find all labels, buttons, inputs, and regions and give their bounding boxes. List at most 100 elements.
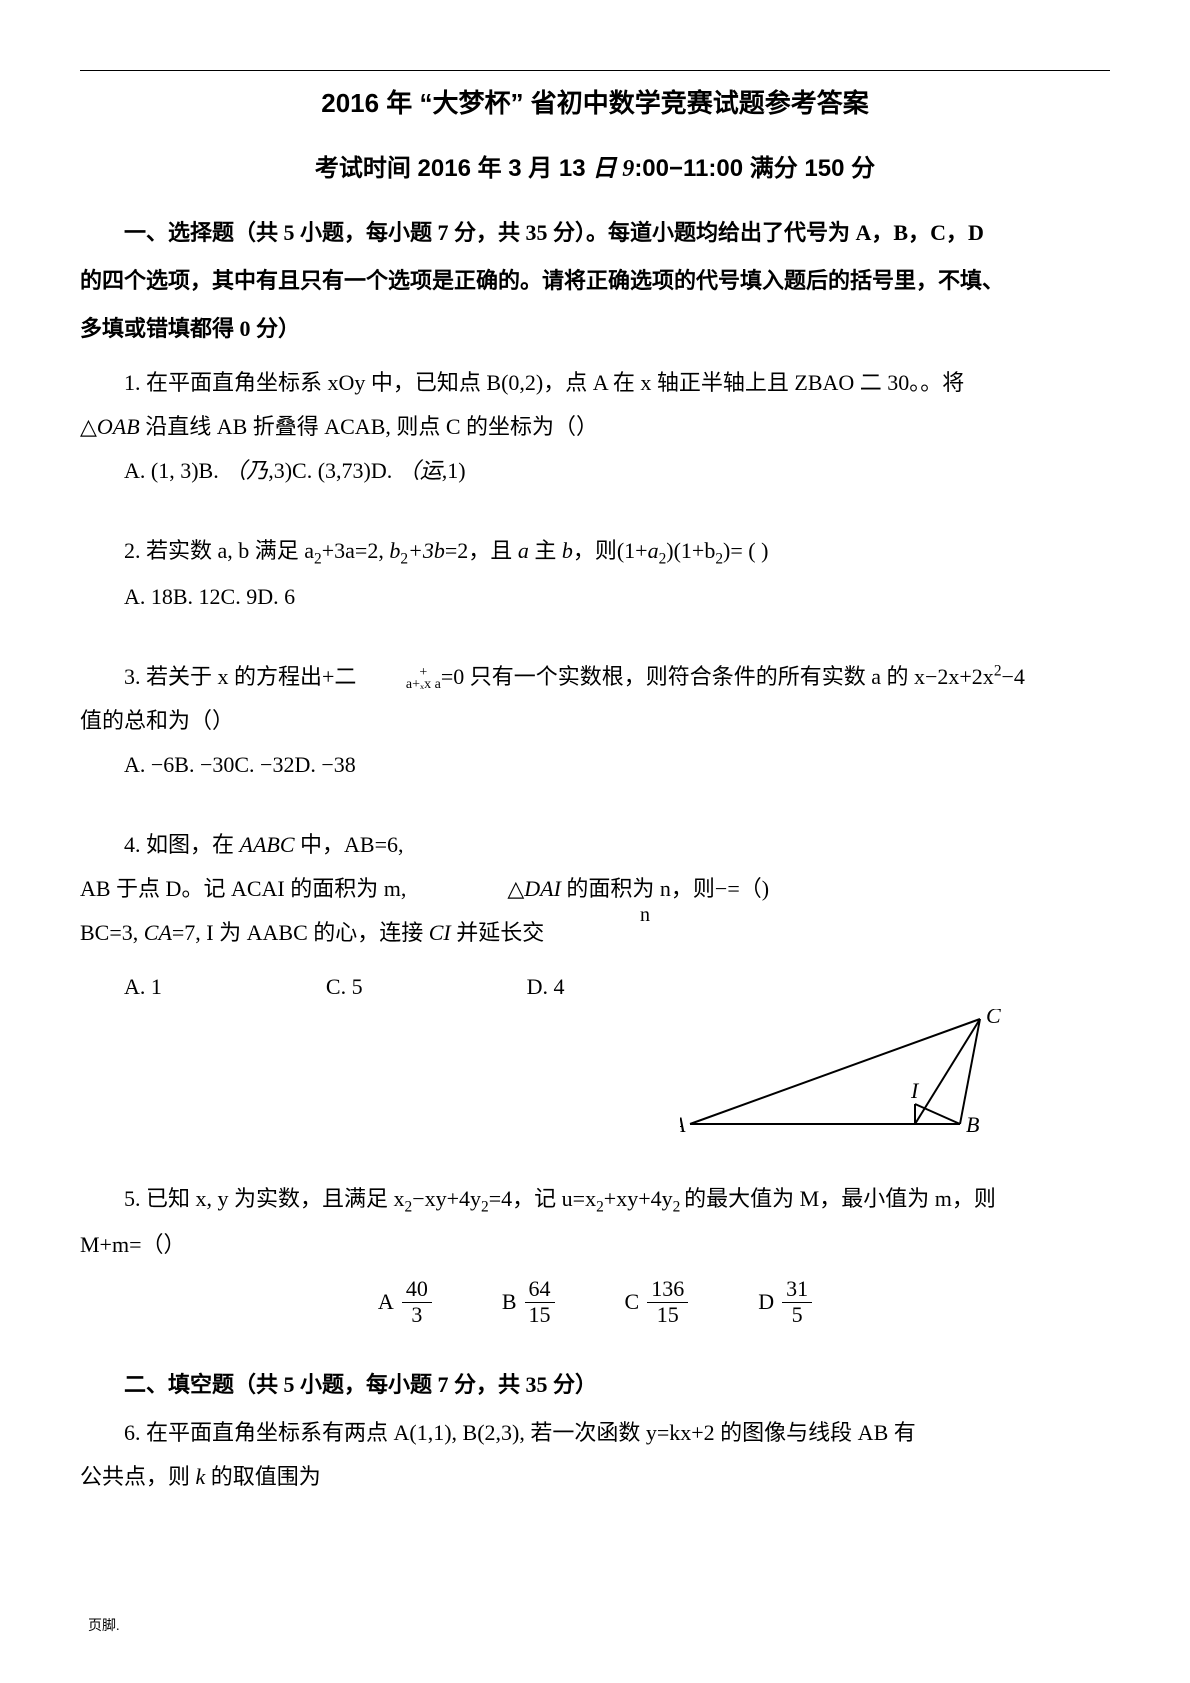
- q4-l2b-dai: DAI: [524, 876, 561, 901]
- q1-ans-a: A. (1, 3)B.: [124, 458, 224, 483]
- q3-pre: 3. 若关于 x 的方程出+二: [124, 664, 362, 689]
- q2-a-sub: 2: [314, 550, 322, 567]
- subtitle-prefix: 考试时间 2016 年 3 月 13: [315, 155, 592, 182]
- q5-s2b: 2: [481, 1199, 489, 1216]
- q4-line3: BC=3, CA=7, I 为 AABC 的心，连接 CI 并延长交: [80, 911, 1110, 955]
- q3-tail: −4: [1002, 664, 1025, 689]
- q4-l2a: AB 于点 D。记 ACAI 的面积为 m,: [80, 876, 406, 901]
- q2-a: a: [304, 538, 314, 563]
- q5-s2c: 2: [596, 1199, 604, 1216]
- q2-pre: 2. 若实数 a, b 满足: [124, 538, 304, 563]
- svg-text:C: C: [986, 1009, 1001, 1028]
- q5-optC-den: 15: [653, 1303, 683, 1327]
- q2-b2-sub: 2: [715, 550, 723, 567]
- top-rule: [80, 70, 1110, 71]
- q4-optC-val: . 5: [341, 974, 363, 999]
- q4-l1a: 4. 如图，在: [124, 832, 240, 857]
- q3-sup2: 2: [994, 663, 1002, 680]
- q2-rest: +3b: [408, 538, 445, 563]
- q5-optB-den: 15: [525, 1303, 555, 1327]
- q5-optD-den: 5: [788, 1303, 807, 1327]
- q5-optA-frac: 403: [402, 1277, 432, 1326]
- q2-mid: +3a=2,: [322, 538, 390, 563]
- svg-text:I: I: [910, 1078, 920, 1103]
- q5-optB-frac: 6415: [525, 1277, 555, 1326]
- q2-answers: A. 18B. 12C. 9D. 6: [80, 575, 1110, 619]
- q3-stack: +a+ₓx a: [362, 667, 441, 692]
- q2-close2: )= ( ): [723, 538, 768, 563]
- q5-eq: =4，记 u=x: [489, 1186, 596, 1211]
- q1-ans-b-paren: （乃: [224, 458, 268, 483]
- question-3: 3. 若关于 x 的方程出+二 +a+ₓx a=0 只有一个实数根，则符合条件的…: [80, 655, 1110, 787]
- subtitle: 考试时间 2016 年 3 月 13 日 9:00−11:00 满分 150 分: [80, 148, 1110, 183]
- q4-l2c: n: [640, 895, 650, 935]
- q1-oab: OAB: [97, 414, 140, 439]
- q5-optC-num: 136: [647, 1277, 688, 1302]
- q5-optB-num: 64: [525, 1277, 555, 1302]
- q4-optA-val: . 1: [140, 974, 162, 999]
- q4-l2b-rest: 的面积为 n，则−=（): [561, 876, 769, 901]
- q5-optD: D 315: [758, 1277, 812, 1326]
- q4-line1: 4. 如图，在 AABC 中，AB=6,: [80, 823, 1110, 867]
- q2-a-ital: a: [518, 538, 529, 563]
- q5-optC: C 13615: [625, 1277, 689, 1326]
- triangle-svg: ABCI: [680, 1009, 1020, 1149]
- q6-line2: 公共点，则 k 的取值围为: [80, 1455, 1110, 1499]
- q5-optC-label: C: [625, 1289, 640, 1315]
- subtitle-suffix: :00−11:00 满分 150 分: [634, 155, 875, 182]
- q6-k: k: [196, 1464, 206, 1489]
- q5-mid: −xy+4y: [412, 1186, 481, 1211]
- q2-tail: ，则(1+: [573, 538, 648, 563]
- q4-l3a: BC=3,: [80, 920, 144, 945]
- q4-optA-pre: A: [124, 974, 140, 999]
- q5-optC-frac: 13615: [647, 1277, 688, 1326]
- section1-line3: 多填或错填都得 0 分）: [80, 307, 1110, 351]
- q6-l2a: 公共点，则: [80, 1464, 196, 1489]
- q1-answers: A. (1, 3)B. （乃,3)C. (3,73)D. （运,1): [80, 449, 1110, 493]
- question-2: 2. 若实数 a, b 满足 a2+3a=2, b2+3b=2，且 a 主 b，…: [80, 529, 1110, 619]
- page-title: 2016 年 “大梦杯” 省初中数学竞赛试题参考答案: [80, 83, 1110, 120]
- q4-l3b: =7, I 为 AABC 的心，连接: [172, 920, 429, 945]
- q2-line1: 2. 若实数 a, b 满足 a2+3a=2, b2+3b=2，且 a 主 b，…: [80, 529, 1110, 575]
- q4-l2b-tri: △: [507, 876, 524, 901]
- q5-optB-label: B: [502, 1289, 517, 1315]
- q2-b: b: [389, 538, 400, 563]
- q4-optC: C. 5: [282, 965, 363, 1009]
- q5-mid2: +xy+4y: [604, 1186, 673, 1211]
- svg-text:B: B: [966, 1112, 979, 1137]
- q4-answers: A. 1 C. 5 D. 4: [80, 965, 1110, 1009]
- q2-close1: )(1+b: [666, 538, 715, 563]
- q5-s2d: 2: [673, 1199, 685, 1216]
- q5-pre: 5. 已知 x, y 为实数，且满足 x: [124, 1186, 405, 1211]
- q1-line1: 1. 在平面直角坐标系 xOy 中，已知点 B(0,2)，点 A 在 x 轴正半…: [80, 361, 1110, 405]
- q4-l3c: 并延长交: [451, 920, 545, 945]
- q5-answers: A 403 B 6415 C 13615 D 315: [80, 1277, 1110, 1326]
- q5-optA-label: A: [378, 1289, 394, 1315]
- q4-l1b: 中，AB=6,: [295, 832, 404, 857]
- q5-line1: 5. 已知 x, y 为实数，且满足 x2−xy+4y2=4，记 u=x2+xy…: [80, 1177, 1110, 1223]
- section2-head: 二、填空题（共 5 小题，每小题 7 分，共 35 分）: [80, 1363, 1110, 1407]
- q4-ci: CI: [429, 920, 451, 945]
- q4-ca: CA: [144, 920, 172, 945]
- question-1: 1. 在平面直角坐标系 xOy 中，已知点 B(0,2)，点 A 在 x 轴正半…: [80, 361, 1110, 493]
- q4-optA: A. 1: [80, 965, 162, 1009]
- q1-line2: △OAB 沿直线 AB 折叠得 ACAB, 则点 C 的坐标为（）: [80, 405, 1110, 449]
- question-4: 4. 如图，在 AABC 中，AB=6, AB 于点 D。记 ACAI 的面积为…: [80, 823, 1110, 1009]
- q4-aabc: AABC: [240, 832, 295, 857]
- section1-line2: 的四个选项，其中有且只有一个选项是正确的。请将正确选项的代号填入题后的括号里，不…: [80, 259, 1110, 303]
- q2-b-sub: 2: [400, 550, 408, 567]
- q3-stack-mid: a+ₓx a: [362, 679, 441, 692]
- q1-line2-rest: 沿直线 AB 折叠得 ACAB, 则点 C 的坐标为（）: [140, 414, 598, 439]
- q2-zhu: 主: [529, 538, 562, 563]
- q3-mid: =0 只有一个实数根，则符合条件的所有实数 a 的 x−2x+2x: [441, 664, 994, 689]
- q5-tail: 的最大值为 M，最小值为 m，则: [684, 1186, 996, 1211]
- q5-optD-frac: 315: [782, 1277, 812, 1326]
- q5-optD-num: 31: [782, 1277, 812, 1302]
- q5-optA-num: 40: [402, 1277, 432, 1302]
- q1-ans-d-rest: ,1): [442, 458, 466, 483]
- q1-tri: △: [80, 414, 97, 439]
- q4-line2: AB 于点 D。记 ACAI 的面积为 m, △DAI 的面积为 n，则−=（)…: [80, 867, 1110, 911]
- q5-optB: B 6415: [502, 1277, 555, 1326]
- question-6: 6. 在平面直角坐标系有两点 A(1,1), B(2,3), 若一次函数 y=k…: [80, 1411, 1110, 1499]
- q5-line2: M+m=（）: [80, 1223, 1110, 1267]
